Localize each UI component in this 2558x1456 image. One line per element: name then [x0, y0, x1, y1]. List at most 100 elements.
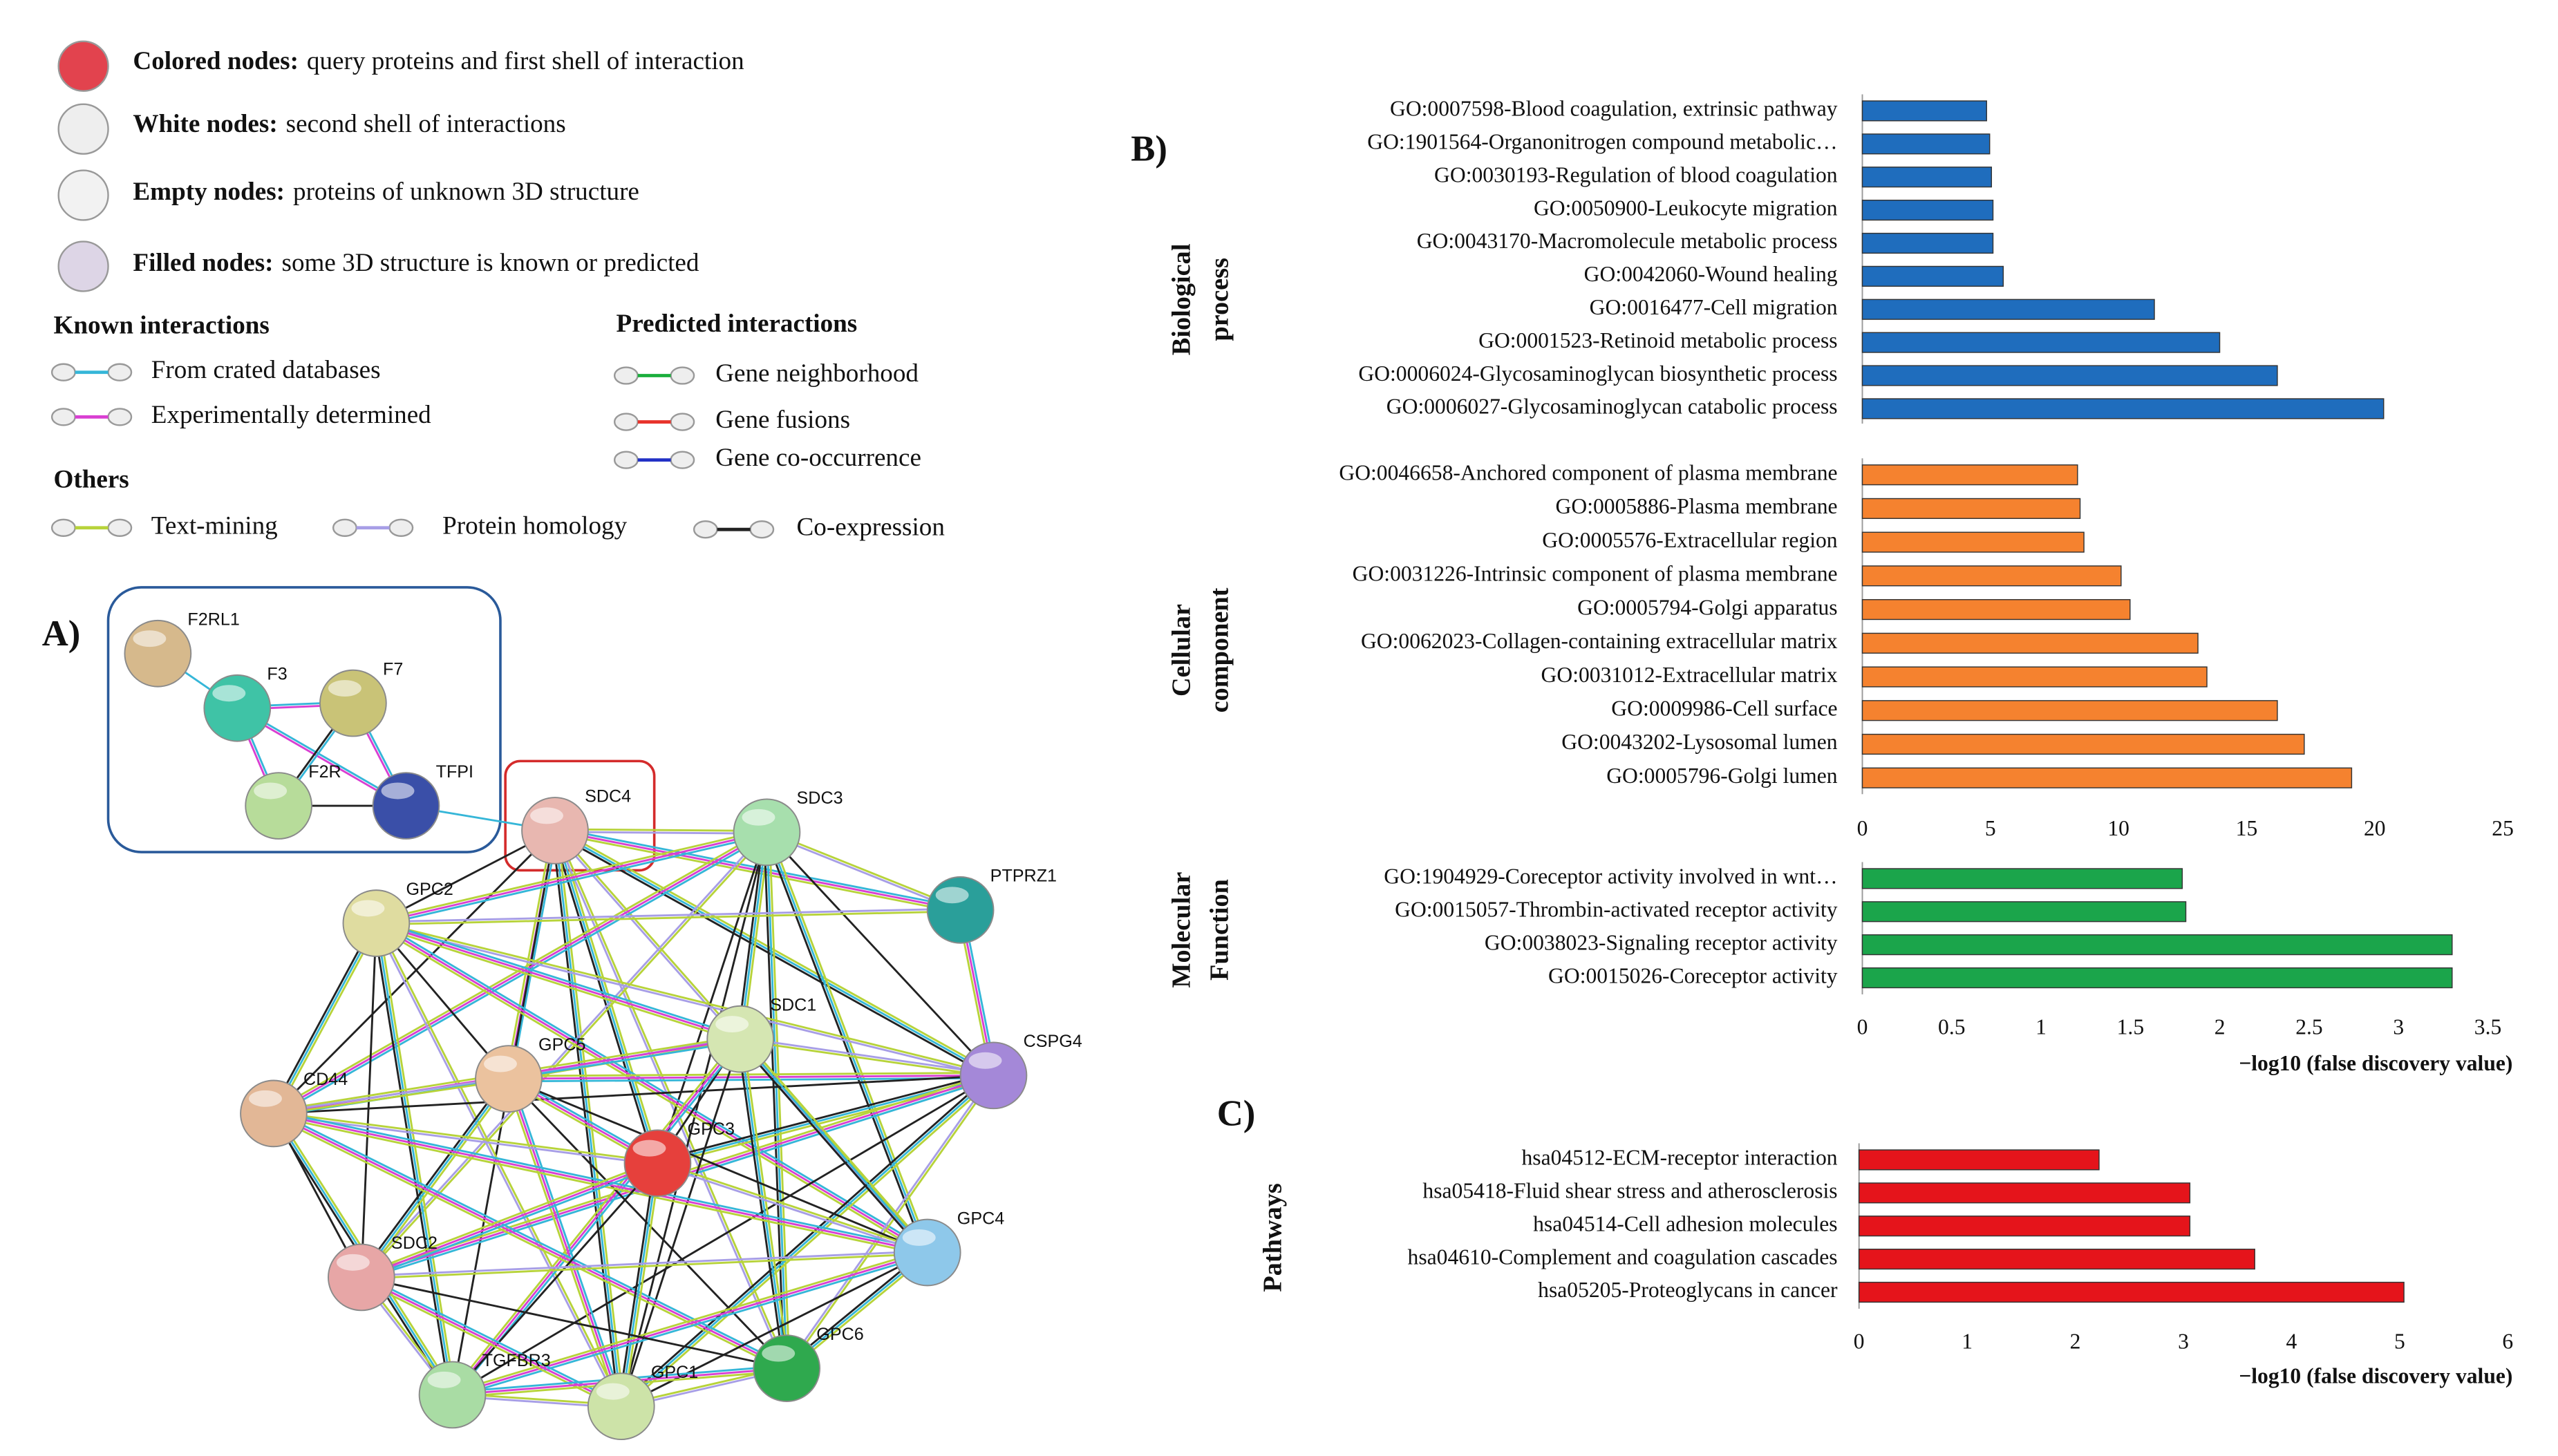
node [587, 1372, 655, 1441]
node [753, 1334, 821, 1402]
category-label: GO:0062023-Collagen-containing extracell… [1361, 629, 1838, 653]
edge [358, 1076, 508, 1276]
legend-node-bold: Filled nodes: [133, 249, 273, 277]
edge [556, 830, 625, 1406]
category-label: GO:0030193-Regulation of blood coagulati… [1434, 162, 1838, 187]
node-highlight [427, 1371, 461, 1388]
edge [736, 831, 766, 1039]
legend-edge-label: From crated databases [151, 356, 381, 384]
edge [272, 829, 556, 1115]
legend-node-bold: Colored nodes: [133, 46, 299, 75]
edge [451, 1075, 995, 1396]
edge [740, 1038, 928, 1254]
legend-edge-label: Co-expression [797, 513, 945, 542]
category-label: GO:0016477-Cell migration [1590, 295, 1838, 319]
edge [359, 1160, 657, 1276]
x-tick-label: 1 [2035, 1015, 2047, 1039]
edge [361, 1252, 928, 1280]
edge [766, 832, 788, 1369]
edge [766, 831, 929, 1254]
node-label: GPC4 [957, 1209, 1004, 1228]
node-label: GPC6 [816, 1325, 863, 1344]
legend-edge-node [50, 408, 76, 426]
node-label: SDC1 [770, 995, 816, 1014]
edge [377, 920, 742, 1038]
edge [272, 923, 377, 1115]
edge [556, 829, 661, 1163]
edge [768, 832, 791, 1369]
edge [376, 920, 995, 1075]
x-tick-label: 3 [2178, 1329, 2189, 1353]
category-label: GO:0005794-Golgi apparatus [1577, 595, 1837, 619]
node [342, 889, 411, 957]
edge [375, 925, 740, 1043]
edge [510, 831, 559, 1080]
x-tick-label: 15 [2236, 816, 2258, 840]
edge [273, 1113, 658, 1166]
node [521, 797, 589, 864]
edge [375, 922, 741, 1041]
x-tick-label: 0 [1854, 1329, 1865, 1353]
legend-node-text: Colored nodes: query proteins and first s… [133, 46, 744, 75]
edge [359, 831, 767, 1278]
edge [361, 1276, 787, 1370]
node [245, 772, 312, 840]
legend-edge-node [50, 363, 76, 381]
edge [741, 1037, 930, 1251]
edge [274, 1111, 658, 1163]
legend-edge-node [670, 451, 695, 469]
bar [1861, 100, 1987, 122]
legend-edge-node [107, 518, 133, 537]
category-label: GO:0006024-Glycosaminoglycan biosyntheti… [1358, 361, 1837, 386]
legend-edge-label: Protein homology [442, 511, 627, 540]
y-axis-label: Molecular [1167, 872, 1196, 988]
x-tick-label: 0 [1857, 1015, 1868, 1039]
y-axis-label: Pathways [1258, 1183, 1287, 1292]
node-highlight [336, 1254, 370, 1271]
edge [375, 829, 767, 922]
legend-edge-node [693, 520, 718, 539]
node-label: F2R [308, 762, 341, 782]
edge [767, 830, 961, 910]
category-label: hsa05205-Proteoglycans in cancer [1538, 1278, 1838, 1302]
edge [374, 925, 927, 1256]
category-label: GO:0046658-Anchored component of plasma … [1339, 460, 1837, 484]
x-tick-label: 5 [2394, 1329, 2405, 1353]
edge [453, 1254, 929, 1399]
legend-node-desc: query proteins and first shell of intera… [307, 46, 744, 75]
bar [1861, 767, 2353, 788]
category-label: GO:1901564-Organonitrogen compound metab… [1367, 130, 1837, 154]
node-highlight [742, 809, 775, 826]
x-tick-label: 20 [2364, 816, 2386, 840]
y-axis-label: Cellular [1167, 604, 1196, 697]
category-label: GO:0006027-Glycosaminoglycan catabolic p… [1386, 395, 1838, 419]
bar [1861, 498, 2081, 519]
legend-node-bold: White nodes: [133, 109, 277, 138]
legend-node-bold: Empty nodes: [133, 178, 285, 206]
node [372, 772, 440, 840]
edge [554, 828, 767, 832]
edge [508, 1072, 994, 1077]
bar [1861, 967, 2453, 989]
x-axis-label: −log10 (false discovery value) [2239, 1364, 2512, 1388]
node-label: TFPI [436, 762, 473, 782]
edge [376, 831, 767, 925]
edge [554, 831, 767, 835]
edge [766, 831, 995, 1077]
legend-node-icon [57, 169, 109, 221]
node [475, 1045, 543, 1113]
node-highlight [351, 900, 385, 917]
x-tick-label: 1 [1962, 1329, 1973, 1353]
legend-edge-node [388, 518, 414, 537]
edge [452, 1251, 928, 1396]
network: F2RL1 F3 F7 F2R TFPI SDC4 SDC3 PTPRZ1 GPC2 CSPG4 S… [106, 586, 1082, 1441]
node [124, 619, 192, 688]
category-label: GO:0042060-Wound healing [1584, 262, 1838, 286]
x-axis-label: −log10 (false discovery value) [2239, 1051, 2512, 1075]
bar [1861, 199, 1994, 221]
panel-label: A) [42, 614, 81, 654]
node [319, 669, 387, 737]
bar [1861, 167, 1993, 188]
node-highlight [632, 1140, 666, 1157]
edge [362, 1079, 512, 1280]
